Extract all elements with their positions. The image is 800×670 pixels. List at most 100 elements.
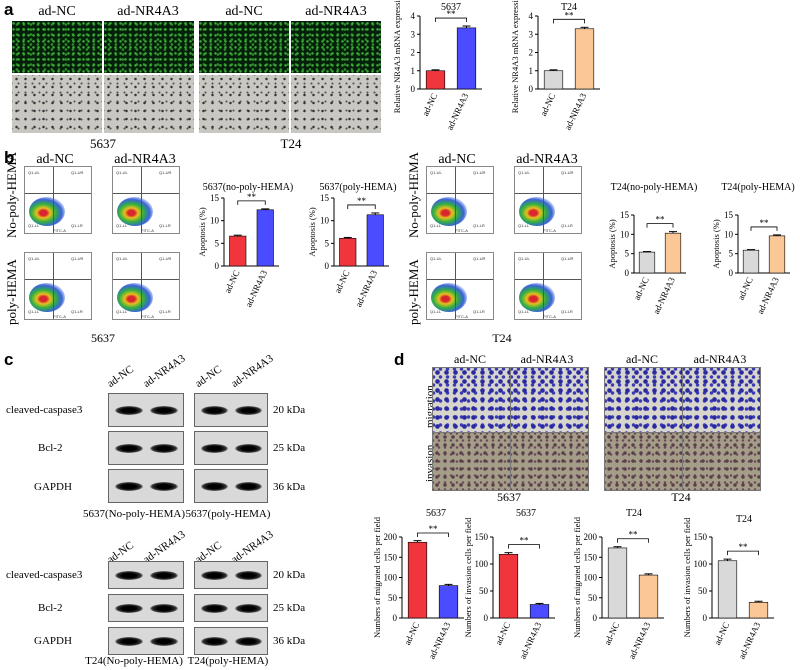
event-cloud (28, 196, 66, 227)
panel-label-c: c (4, 350, 14, 369)
x-tick-label: ad-NR4A3 (445, 91, 471, 131)
quadrant-label: Q1-LL (116, 223, 128, 228)
chart-title: 5637 (441, 2, 461, 13)
event-cloud (116, 196, 154, 227)
protein-band (114, 636, 144, 646)
y-tick-label: 0 (411, 84, 416, 94)
a-col-label: ad-NC (225, 4, 263, 19)
flow-x-axis-label: FITC-A (53, 314, 66, 319)
x-tick-label: ad-NR4A3 (737, 620, 763, 660)
bar (638, 251, 656, 274)
event-cloud (430, 196, 468, 227)
a-col-label: ad-NR4A3 (305, 4, 367, 19)
significance-bracket (435, 17, 467, 23)
invasion-image (682, 432, 761, 491)
quadrant-label: Q1-UR (561, 170, 574, 175)
significance-label: ** (760, 218, 770, 228)
kda-label: 36 kDa (273, 481, 306, 493)
protein-band (149, 481, 178, 491)
x-tick-label: ad-NC (493, 621, 512, 647)
y-tick-label: 200 (584, 532, 598, 542)
y-tick-label: 1 (529, 66, 534, 76)
bar (742, 249, 760, 274)
flow-x-axis-label: FITC-A (455, 228, 468, 233)
y-tick-label: 4 (411, 11, 416, 21)
y-axis-label: Numbers of migrated cells per field (572, 516, 582, 638)
protein-label: Bcl-2 (38, 442, 63, 454)
x-tick-label: ad-NC (538, 92, 557, 118)
significance-label: ** (247, 192, 257, 202)
quadrant-label: Q1-LL (28, 223, 40, 228)
y-tick-label: 0 (625, 268, 630, 278)
x-tick-label: ad-NR4A3 (243, 268, 269, 308)
x-tick-label: ad-NC (632, 276, 651, 302)
y-tick-label: 3 (411, 29, 416, 39)
y-tick-label: 0 (393, 613, 398, 623)
b-col-label: ad-NC (438, 152, 476, 167)
protein-band (234, 443, 262, 453)
y-tick-label: 5 (325, 238, 330, 248)
y-tick-label: 0 (325, 261, 330, 271)
blot-strip (194, 431, 268, 465)
protein-band (234, 481, 262, 491)
quadrant-label: Q1-LR (561, 309, 573, 314)
kda-label: 20 kDa (273, 404, 306, 416)
flow-x-axis-label: FITC-A (141, 314, 154, 319)
y-tick-label: 10 (210, 216, 220, 226)
a-col-label: ad-NC (38, 4, 76, 19)
significance-label: ** (565, 10, 575, 20)
protein-band (114, 481, 144, 491)
y-axis-label: Apoptosis (%) (711, 219, 721, 269)
fluorescence-image (12, 21, 102, 73)
d-col-label: ad-NR4A3 (520, 352, 574, 366)
y-tick-label: 5 (625, 249, 630, 259)
bar (438, 585, 459, 619)
flow-x-axis-label: FITC-A (141, 228, 154, 233)
blot-strip (108, 594, 184, 622)
flow-dot-plot: Q1-UL Q1-UR Q1-LL Q1-LR FITC-A (24, 252, 92, 320)
protein-band (234, 636, 262, 646)
significance-label: ** (520, 536, 530, 546)
protein-label: GAPDH (34, 481, 72, 493)
protein-band (234, 570, 262, 580)
panel-label-b: b (4, 148, 15, 167)
significance-bracket (750, 226, 778, 231)
kda-label: 20 kDa (273, 569, 306, 581)
quadrant-label: Q1-UL (28, 170, 40, 175)
y-axis-label: Relative NR4A3 mRNA expression (510, 0, 520, 113)
c-group-label: T24(poly-HEMA) (187, 655, 269, 667)
protein-band (149, 570, 178, 580)
chart-title: T24(no-poly-HEMA) (611, 182, 698, 193)
bar (498, 553, 519, 619)
kda-label: 36 kDa (273, 635, 306, 647)
c-group-label: 5637(poly-HEMA) (185, 508, 271, 520)
y-tick-label: 0 (529, 84, 534, 94)
x-tick-label: ad-NR4A3 (518, 620, 544, 660)
y-tick-label: 10 (620, 229, 630, 239)
d-col-label: ad-NC (454, 352, 486, 366)
y-axis-label: Apoptosis (%) (607, 219, 617, 269)
y-tick-label: 5 (215, 238, 220, 248)
chart-title: T24 (561, 2, 577, 13)
chart-title: T24 (626, 508, 642, 519)
x-tick-label: ad-NC (712, 621, 731, 647)
quadrant-label: Q1-UR (473, 170, 486, 175)
blot-strip (194, 561, 268, 589)
y-tick-label: 100 (584, 573, 598, 583)
x-tick-label: ad-NC (736, 276, 755, 302)
x-tick-label: ad-NR4A3 (353, 268, 379, 308)
x-tick-label: ad-NC (602, 621, 621, 647)
d-cell-line-label: 5637 (497, 490, 521, 504)
y-tick-label: 100 (384, 573, 398, 583)
flow-dot-plot: Q1-UL Q1-UR Q1-LL Q1-LR FITC-A (112, 252, 180, 320)
flow-dot-plot: Q1-UL Q1-UR Q1-LL Q1-LR FITC-A (426, 166, 494, 234)
b-col-label: ad-NR4A3 (114, 152, 176, 167)
y-tick-label: 0 (593, 613, 598, 623)
significance-bracket (508, 544, 540, 549)
protein-band (234, 405, 262, 415)
chart-title: 5637 (516, 508, 536, 519)
y-tick-label: 4 (529, 11, 534, 21)
panel-label-d: d (394, 350, 405, 369)
significance-bracket (237, 200, 266, 205)
